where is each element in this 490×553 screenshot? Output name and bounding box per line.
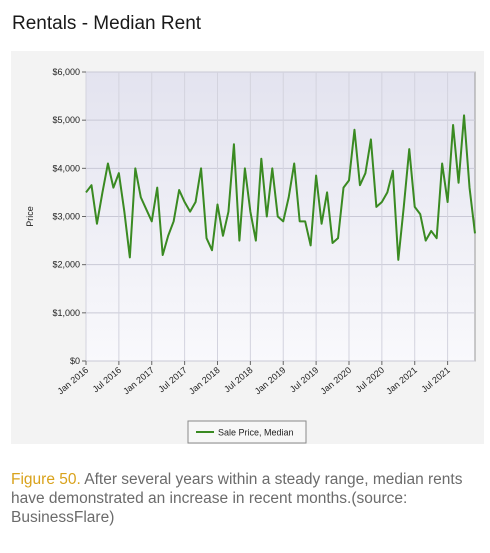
x-tick-label: Jul 2018	[222, 365, 254, 395]
legend-label: Sale Price, Median	[218, 428, 294, 438]
x-tick-label: Jan 2021	[384, 365, 419, 396]
caption-text: After several years within a steady rang…	[11, 471, 463, 526]
legend: Sale Price, Median	[187, 420, 307, 444]
y-tick-label: $0	[70, 356, 80, 366]
series-line-sale-price-median	[85, 114, 476, 261]
x-tick-label: Jan 2017	[121, 365, 156, 396]
x-tick-label: Jul 2021	[419, 365, 451, 395]
y-axis-ticks: $0 $1,000 $2,000 $3,000 $4,000 $5,000 $6,000	[52, 67, 86, 366]
legend-box	[187, 420, 307, 444]
figure-caption: Figure 50. After several years within a …	[11, 470, 479, 527]
y-tick-label: $5,000	[52, 115, 80, 125]
y-axis-label: Price	[25, 206, 35, 227]
y-tick-label: $6,000	[52, 67, 80, 77]
x-tick-label: Jan 2020	[318, 365, 353, 396]
y-tick-label: $1,000	[52, 308, 80, 318]
x-tick-label: Jan 2016	[55, 365, 90, 396]
x-tick-label: Jul 2016	[91, 365, 123, 395]
caption-label: Figure 50.	[11, 471, 81, 488]
chart-frame: $0 $1,000 $2,000 $3,000 $4,000 $5,000 $6,000 J…	[11, 51, 484, 444]
x-tick-label: Jan 2019	[253, 365, 288, 396]
page-title: Rentals - Median Rent	[12, 13, 202, 34]
y-tick-label: $2,000	[52, 260, 80, 270]
x-tick-label: Jul 2020	[354, 365, 386, 395]
y-tick-label: $4,000	[52, 163, 80, 173]
x-tick-label: Jul 2019	[288, 365, 320, 395]
x-tick-label: Jul 2017	[156, 365, 188, 395]
line-chart: $0 $1,000 $2,000 $3,000 $4,000 $5,000 $6,000 J…	[25, 67, 476, 444]
y-tick-label: $3,000	[52, 212, 80, 222]
x-tick-label: Jan 2018	[187, 365, 222, 396]
